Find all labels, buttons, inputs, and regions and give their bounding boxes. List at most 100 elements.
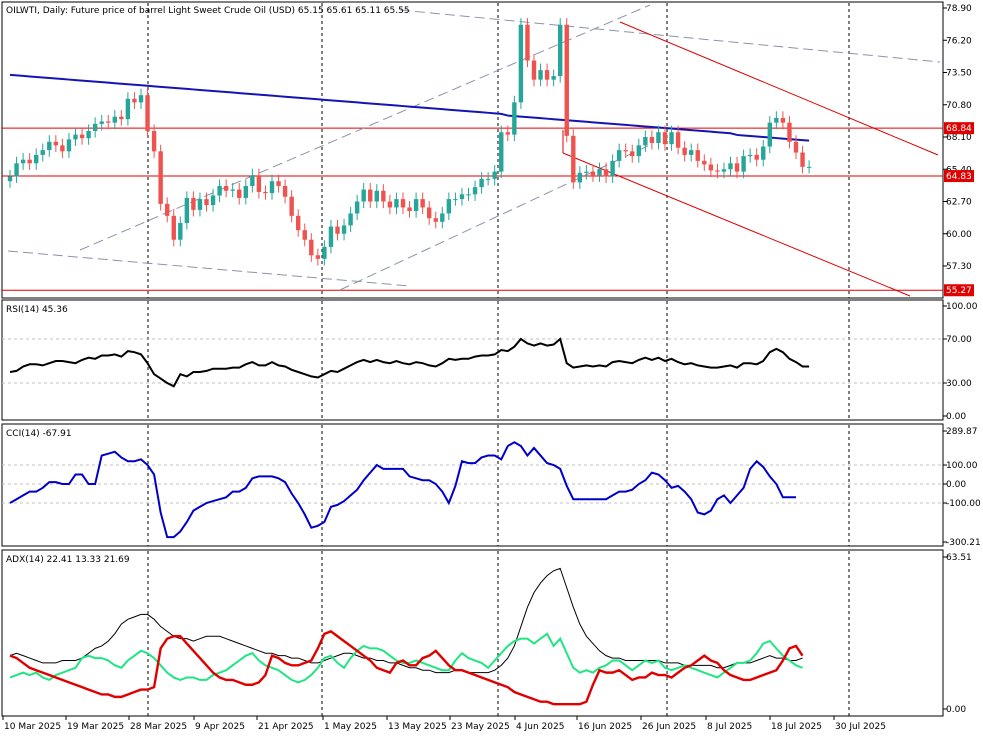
candle-body[interactable] xyxy=(204,199,209,206)
candle-body[interactable] xyxy=(14,163,19,177)
candle-body[interactable] xyxy=(269,181,275,194)
candle-body[interactable] xyxy=(649,137,655,143)
candle-body[interactable] xyxy=(387,201,393,208)
candle-body[interactable] xyxy=(427,207,432,219)
candle-body[interactable] xyxy=(86,131,91,139)
candle-body[interactable] xyxy=(538,70,543,80)
candle-body[interactable] xyxy=(73,134,78,140)
candle-body[interactable] xyxy=(119,116,124,120)
candle-body[interactable] xyxy=(282,185,288,197)
candle-body[interactable] xyxy=(165,203,170,216)
candle-body[interactable] xyxy=(715,170,720,172)
candle-body[interactable] xyxy=(60,145,65,152)
candle-body[interactable] xyxy=(374,190,379,202)
candle-body[interactable] xyxy=(787,122,792,142)
trendline[interactable] xyxy=(619,21,939,156)
candle-body[interactable] xyxy=(407,207,412,212)
candle-body[interactable] xyxy=(151,131,157,152)
candle-body[interactable] xyxy=(191,197,196,210)
candle-body[interactable] xyxy=(728,163,733,170)
candle-body[interactable] xyxy=(361,189,366,202)
candle-body[interactable] xyxy=(806,166,812,168)
candle-body[interactable] xyxy=(590,171,596,176)
trendline[interactable] xyxy=(79,4,651,251)
candle-body[interactable] xyxy=(79,134,85,139)
candle-body[interactable] xyxy=(243,185,248,198)
candle-body[interactable] xyxy=(66,139,72,152)
candle-body[interactable] xyxy=(741,156,746,172)
candle-body[interactable] xyxy=(230,189,235,191)
candle-body[interactable] xyxy=(289,196,294,216)
candle-body[interactable] xyxy=(708,164,714,171)
candle-body[interactable] xyxy=(800,152,805,167)
candle-body[interactable] xyxy=(571,135,576,183)
candle-body[interactable] xyxy=(603,169,609,177)
candle-body[interactable] xyxy=(296,215,301,231)
candle-body[interactable] xyxy=(106,121,111,123)
candle-body[interactable] xyxy=(40,150,45,155)
candle-body[interactable] xyxy=(138,95,144,103)
candle-body[interactable] xyxy=(112,116,117,123)
candle-body[interactable] xyxy=(558,24,563,77)
candle-body[interactable] xyxy=(761,146,766,160)
candle-body[interactable] xyxy=(675,132,681,148)
candle-body[interactable] xyxy=(178,223,183,240)
candle-body[interactable] xyxy=(630,151,635,157)
candle-body[interactable] xyxy=(27,159,32,164)
trendline[interactable] xyxy=(562,152,911,297)
candle-body[interactable] xyxy=(184,197,190,223)
candle-body[interactable] xyxy=(413,199,419,212)
candle-body[interactable] xyxy=(309,239,314,256)
candle-body[interactable] xyxy=(754,154,759,160)
candle-body[interactable] xyxy=(669,132,674,145)
candle-body[interactable] xyxy=(689,150,694,155)
candle-body[interactable] xyxy=(368,189,373,202)
candle-body[interactable] xyxy=(780,117,786,123)
candle-body[interactable] xyxy=(656,132,661,143)
candle-body[interactable] xyxy=(99,121,104,124)
candle-body[interactable] xyxy=(223,185,229,191)
candle-body[interactable] xyxy=(354,201,360,214)
candle-body[interactable] xyxy=(492,171,497,179)
candle-body[interactable] xyxy=(256,175,262,192)
trendline[interactable] xyxy=(399,9,941,63)
candle-body[interactable] xyxy=(125,98,131,120)
candle-body[interactable] xyxy=(145,95,150,132)
candle-body[interactable] xyxy=(132,98,137,103)
candle-body[interactable] xyxy=(518,24,524,103)
candle-body[interactable] xyxy=(237,189,242,198)
candle-body[interactable] xyxy=(381,190,386,202)
candle-body[interactable] xyxy=(453,199,458,201)
candle-body[interactable] xyxy=(420,199,425,208)
candle-body[interactable] xyxy=(171,215,176,240)
candle-body[interactable] xyxy=(793,141,799,153)
candle-body[interactable] xyxy=(446,199,452,214)
candle-body[interactable] xyxy=(636,145,641,157)
candle-body[interactable] xyxy=(734,163,740,172)
candle-body[interactable] xyxy=(544,70,550,80)
candle-body[interactable] xyxy=(721,169,727,172)
candle-body[interactable] xyxy=(315,255,321,259)
candle-body[interactable] xyxy=(774,117,779,123)
candle-body[interactable] xyxy=(610,160,615,177)
candle-body[interactable] xyxy=(505,132,510,135)
candle-body[interactable] xyxy=(20,159,26,164)
candle-body[interactable] xyxy=(499,132,504,172)
candle-body[interactable] xyxy=(623,150,628,152)
candle-body[interactable] xyxy=(322,246,327,259)
candle-body[interactable] xyxy=(472,187,478,195)
candle-body[interactable] xyxy=(466,194,471,196)
candle-body[interactable] xyxy=(551,76,556,80)
candle-body[interactable] xyxy=(440,213,445,222)
candle-body[interactable] xyxy=(348,213,353,226)
candle-body[interactable] xyxy=(643,137,648,146)
candle-body[interactable] xyxy=(34,154,39,164)
candle-body[interactable] xyxy=(597,169,602,176)
candle-body[interactable] xyxy=(335,226,340,234)
candle-body[interactable] xyxy=(747,154,753,157)
candle-body[interactable] xyxy=(400,199,406,208)
candle-body[interactable] xyxy=(564,24,569,136)
candle-body[interactable] xyxy=(525,24,530,61)
candle-body[interactable] xyxy=(7,176,13,182)
